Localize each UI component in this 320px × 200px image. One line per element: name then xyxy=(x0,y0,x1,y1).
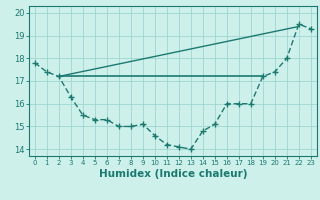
X-axis label: Humidex (Indice chaleur): Humidex (Indice chaleur) xyxy=(99,169,247,179)
